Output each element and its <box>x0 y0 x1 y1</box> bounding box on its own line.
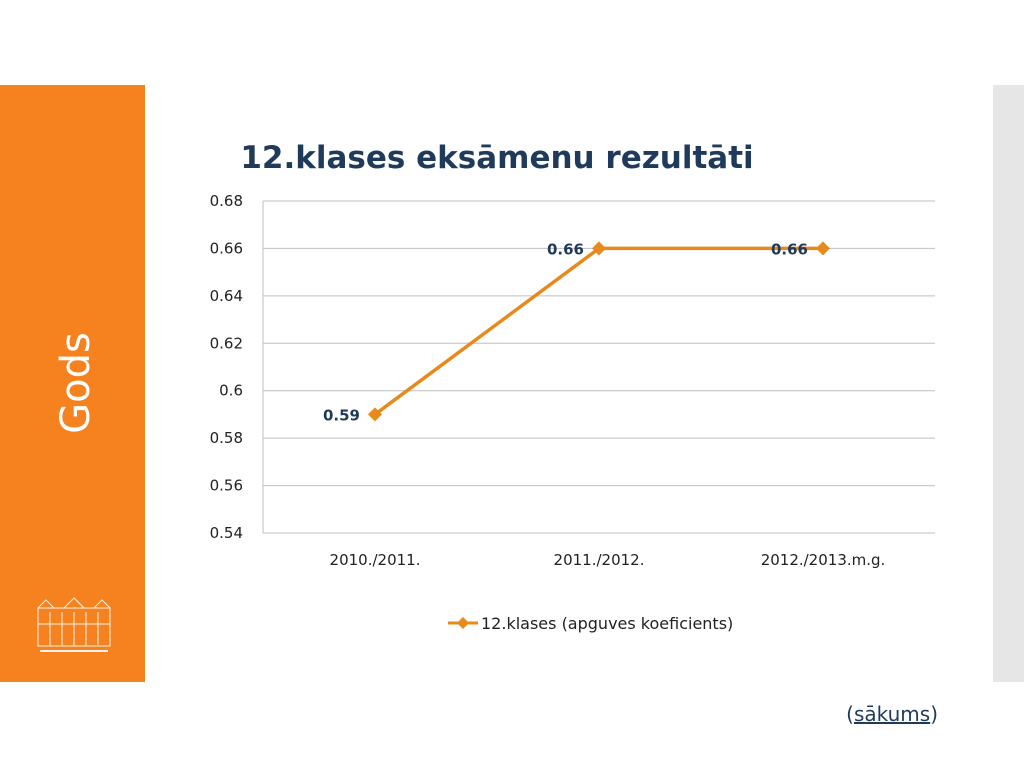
line-chart: 12.klases eksāmenu rezultāti 0.540.560.5… <box>210 140 935 633</box>
legend-diamond-icon <box>457 617 469 629</box>
series-layer <box>368 241 830 422</box>
y-tick-label: 0.68 <box>210 192 243 210</box>
data-label: 0.59 <box>323 406 360 424</box>
legend: 12.klases (apguves koeficients) <box>448 614 733 633</box>
y-tick-label: 0.62 <box>210 334 243 352</box>
x-tick-label: 2010./2011. <box>330 551 421 569</box>
home-link[interactable]: sākums <box>853 702 931 726</box>
series-line <box>373 246 823 416</box>
gray-side-band <box>993 85 1024 682</box>
x-axis-ticks: 2010./2011. 2011./2012. 2012./2013.m.g. <box>330 551 886 569</box>
footer-close-paren: ) <box>930 702 938 726</box>
y-tick-label: 0.54 <box>210 524 243 542</box>
chart-title: 12.klases eksāmenu rezultāti <box>240 140 753 176</box>
y-tick-label: 0.58 <box>210 429 243 447</box>
data-point-marker <box>368 407 382 422</box>
y-tick-label: 0.64 <box>210 287 243 305</box>
data-point-marker <box>816 241 830 256</box>
legend-label: 12.klases (apguves koeficients) <box>481 614 733 633</box>
data-label: 0.66 <box>547 240 584 258</box>
footer-open-paren: ( <box>846 702 854 726</box>
data-label: 0.66 <box>771 240 808 258</box>
side-title: Gods <box>53 332 99 434</box>
data-labels: 0.59 0.66 0.66 <box>323 240 808 424</box>
y-tick-label: 0.66 <box>210 239 243 257</box>
orange-side-band <box>0 85 145 682</box>
x-tick-label: 2012./2013.m.g. <box>761 551 886 569</box>
x-tick-label: 2011./2012. <box>554 551 645 569</box>
y-tick-label: 0.6 <box>219 382 243 400</box>
data-point-marker <box>592 241 606 256</box>
y-axis-ticks: 0.54 0.56 0.58 0.6 0.62 0.64 0.66 0.68 <box>210 192 243 542</box>
y-tick-label: 0.56 <box>210 477 243 495</box>
footer: (sākums) <box>846 702 938 726</box>
school-building-logo <box>37 597 111 652</box>
